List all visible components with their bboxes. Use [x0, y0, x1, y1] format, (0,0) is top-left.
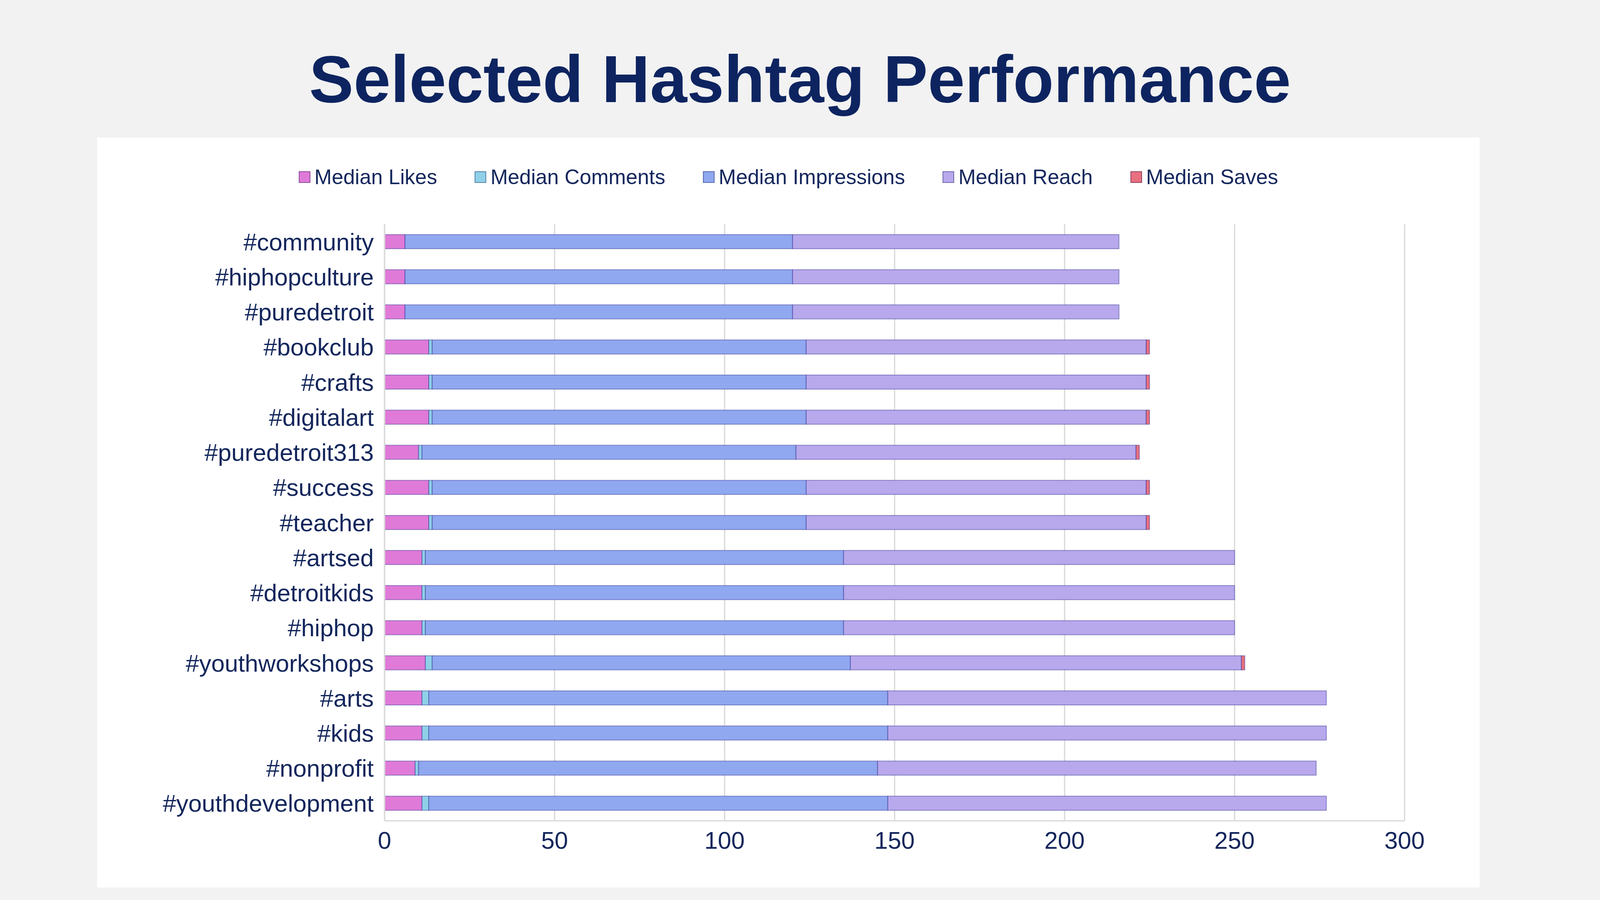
svg-text:#youthdevelopment: #youthdevelopment: [162, 789, 374, 817]
svg-text:#arts: #arts: [320, 684, 374, 712]
svg-text:#community: #community: [243, 228, 374, 256]
html-text:Median Saves: Median Saves: [1146, 165, 1279, 189]
svg-text:#teacher: #teacher: [279, 509, 374, 537]
svg-text:#hiphop: #hiphop: [287, 614, 374, 642]
html-text:Median Comments: Median Comments: [490, 165, 666, 189]
svg-text:#nonprofit: #nonprofit: [266, 754, 374, 782]
svg-text:#artsed: #artsed: [293, 544, 374, 572]
svg-text:#digitalart: #digitalart: [269, 403, 374, 431]
html-text:Median Reach: Median Reach: [958, 165, 1093, 189]
html-text:Selected Hashtag Performance: Selected Hashtag Performance: [309, 41, 1291, 117]
svg-text:#puredetroit313: #puredetroit313: [204, 438, 374, 466]
svg-text:0: 0: [377, 826, 392, 854]
svg-text:300: 300: [1384, 826, 1425, 854]
svg-text:150: 150: [874, 826, 915, 854]
svg-text:250: 250: [1214, 826, 1255, 854]
svg-text:#crafts: #crafts: [301, 368, 374, 396]
svg-text:#success: #success: [272, 473, 374, 501]
svg-text:200: 200: [1044, 826, 1085, 854]
svg-text:#bookclub: #bookclub: [263, 333, 374, 361]
html-text:Median Likes: Median Likes: [314, 165, 438, 189]
svg-text:50: 50: [541, 826, 569, 854]
svg-text:#hiphopculture: #hiphopculture: [215, 263, 374, 291]
svg-text:#youthworkshops: #youthworkshops: [185, 649, 374, 677]
svg-text:#kids: #kids: [317, 719, 374, 747]
svg-text:#detroitkids: #detroitkids: [250, 579, 374, 607]
svg-text:100: 100: [704, 826, 745, 854]
html-text:Median Impressions: Median Impressions: [718, 165, 906, 189]
svg-text:#puredetroit: #puredetroit: [244, 298, 374, 326]
